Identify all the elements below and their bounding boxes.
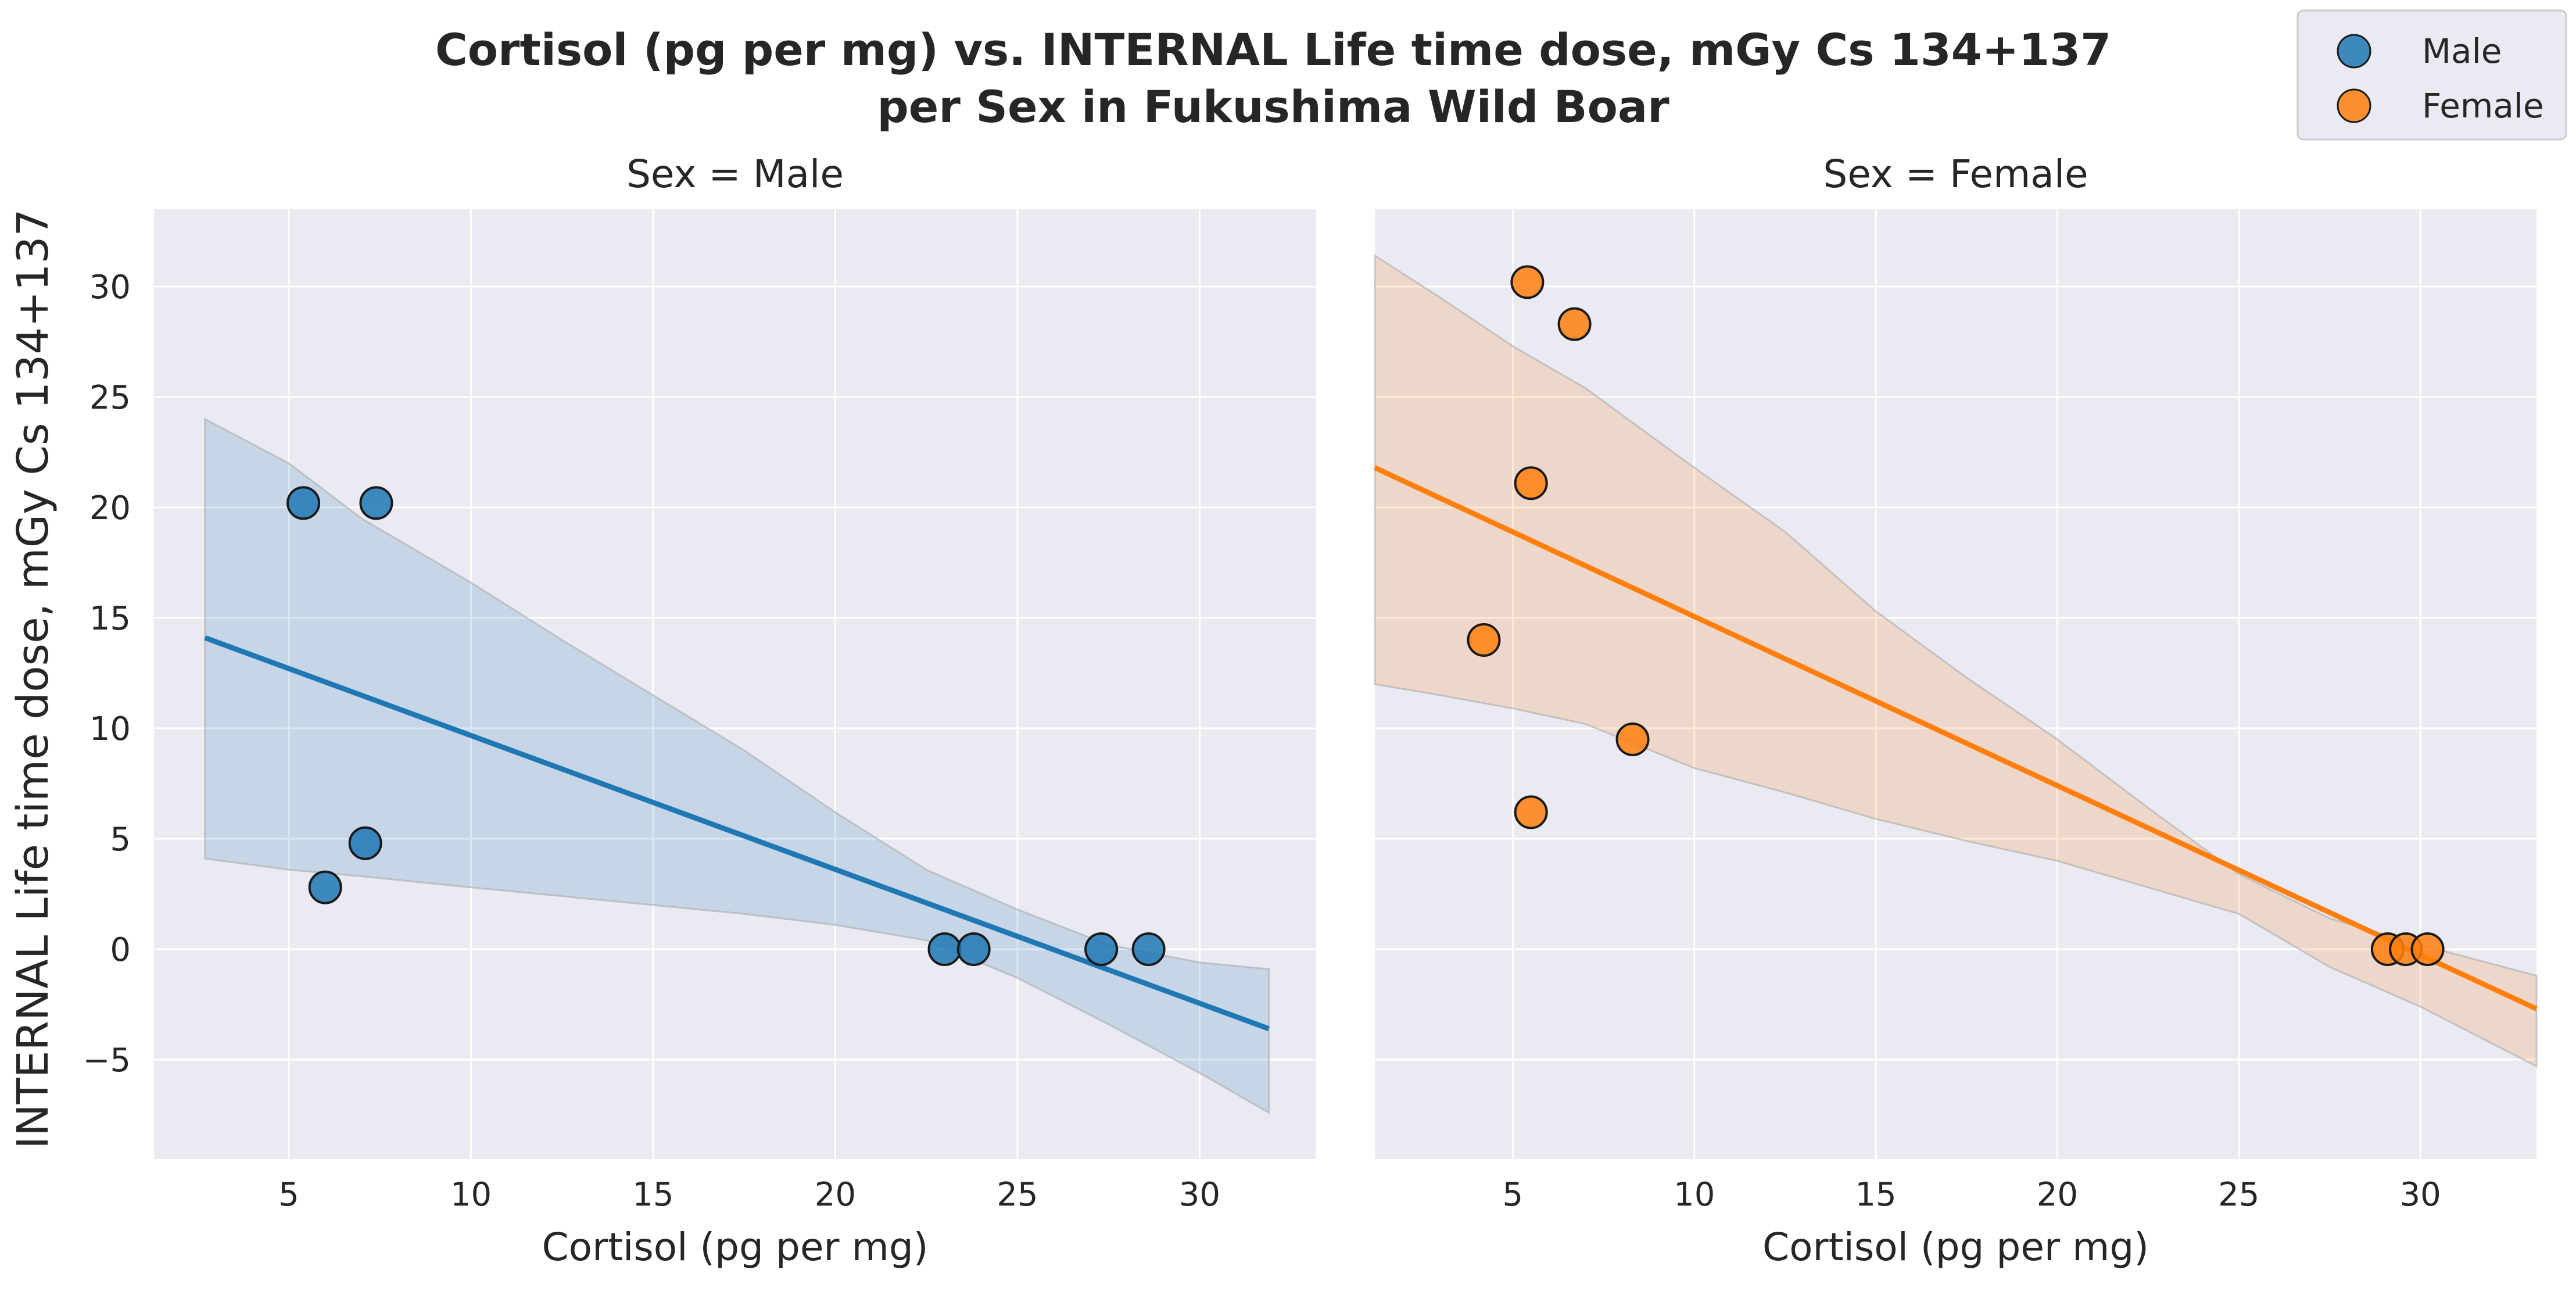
confidence-band-female xyxy=(1374,254,2538,1068)
data-point-male-2 xyxy=(348,826,382,860)
panel-title-female: Sex = Female xyxy=(1823,152,2088,196)
x-tick-label: 20 xyxy=(2037,1176,2078,1214)
data-point-female-1 xyxy=(1557,307,1592,341)
data-point-female-0 xyxy=(1510,265,1545,299)
x-tick-label: 10 xyxy=(450,1176,492,1214)
data-point-male-5 xyxy=(956,932,991,966)
data-point-male-1 xyxy=(359,486,393,520)
x-tick-label: 15 xyxy=(632,1176,673,1214)
legend-label-female: Female xyxy=(2422,86,2544,126)
regression-line-male xyxy=(204,635,1270,1032)
x-tick-label: 10 xyxy=(1674,1176,1715,1214)
x-axis-label-female: Cortisol (pg per mg) xyxy=(1762,1225,2149,1269)
x-tick-label: 20 xyxy=(815,1176,856,1214)
chart-title-line-1: Cortisol (pg per mg) vs. INTERNAL Life t… xyxy=(435,24,2111,76)
y-tick-label: 5 xyxy=(110,821,131,859)
legend-marker-female xyxy=(2337,88,2371,123)
data-point-female-5 xyxy=(1514,795,1548,829)
data-point-male-6 xyxy=(1084,932,1119,966)
data-point-male-7 xyxy=(1131,932,1166,966)
x-tick-label: 30 xyxy=(1179,1176,1220,1214)
y-tick-label: 20 xyxy=(89,489,131,527)
panel-female: 5 10 15 20 25 30 Sex = Female Cortisol (pg per … xyxy=(1374,152,2538,1269)
x-tick-label: 30 xyxy=(2399,1176,2441,1214)
data-point-female-2 xyxy=(1514,466,1548,500)
data-point-male-0 xyxy=(286,486,321,520)
x-tick-label: 25 xyxy=(997,1176,1038,1214)
data-point-female-3 xyxy=(1467,623,1501,657)
plot-area-male xyxy=(154,209,1316,1159)
legend: Male Female xyxy=(2296,9,2567,141)
y-tick-label: 15 xyxy=(89,600,131,638)
y-axis-label: INTERNAL Life time dose, mGy Cs 134+137 xyxy=(8,209,58,1149)
x-tick-label: 15 xyxy=(1855,1176,1896,1214)
data-point-male-4 xyxy=(927,932,962,966)
y-tick-label: 0 xyxy=(110,931,131,969)
y-tick-label: 25 xyxy=(89,379,131,417)
x-tick-label: 5 xyxy=(1503,1176,1524,1214)
data-point-female-4 xyxy=(1615,723,1650,756)
data-point-male-3 xyxy=(308,870,342,904)
data-point-female-8 xyxy=(2410,932,2445,966)
x-axis-label-male: Cortisol (pg per mg) xyxy=(542,1225,929,1269)
panel-male: −5 0 5 10 15 20 25 30 5 10 15 20 25 30 Sex = Male Corti… xyxy=(83,152,1316,1269)
chart-title-line-2: per Sex in Fukushima Wild Boar xyxy=(877,81,1669,133)
x-tick-label: 25 xyxy=(2218,1176,2259,1214)
panel-title-male: Sex = Male xyxy=(626,152,844,196)
legend-marker-male xyxy=(2337,34,2371,69)
regression-line-female xyxy=(1374,465,2538,1011)
confidence-band-male xyxy=(204,417,1270,1114)
y-tick-label: −5 xyxy=(83,1042,131,1079)
y-tick-label: 10 xyxy=(89,710,131,748)
plot-area-female xyxy=(1375,209,2536,1159)
x-tick-label: 5 xyxy=(278,1176,299,1214)
y-tick-label: 30 xyxy=(89,269,131,306)
legend-label-male: Male xyxy=(2422,31,2502,71)
